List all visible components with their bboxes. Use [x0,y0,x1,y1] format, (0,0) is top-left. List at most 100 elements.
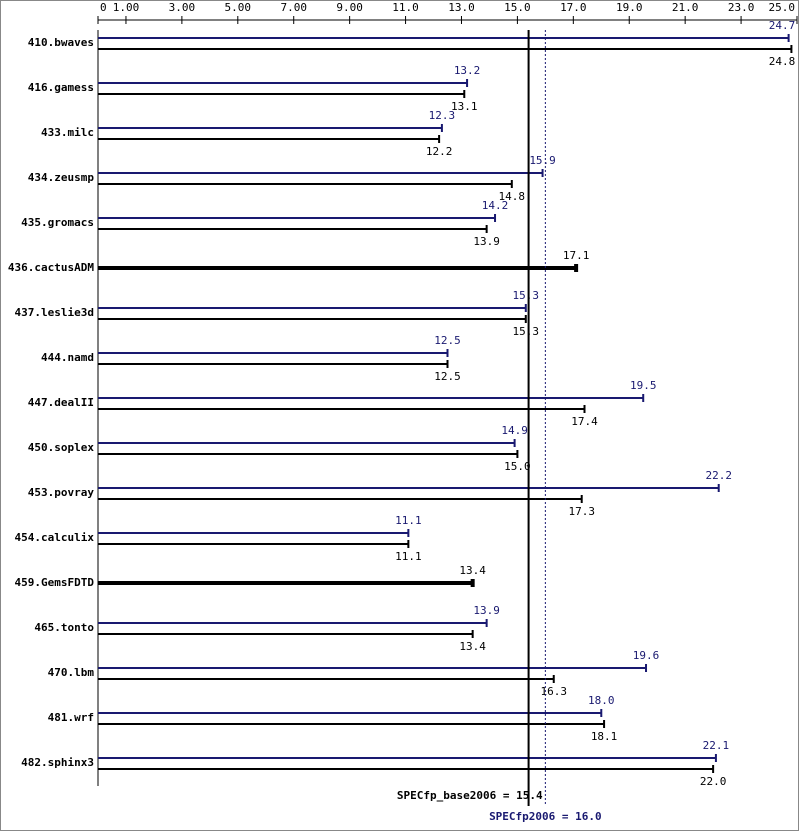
bar [98,360,449,368]
value-label: 14.2 [482,199,509,212]
x-tick-label: 9.00 [336,1,363,14]
bar [98,765,715,773]
bar [98,405,586,413]
bar [98,664,648,672]
value-label: 15.9 [529,154,556,167]
value-label: 13.4 [459,564,486,577]
bar [98,579,475,587]
x-tick-label: 1.00 [113,1,140,14]
value-label: 19.5 [630,379,657,392]
category-label: 434.zeusmp [28,171,95,184]
value-label: 22.0 [700,775,727,788]
category-label: 454.calculix [15,531,95,544]
category-label: 450.soplex [28,441,95,454]
category-label: 436.cactusADM [8,261,94,274]
value-label: 18.1 [591,730,618,743]
value-label: 24.7 [769,19,796,32]
value-label: 17.4 [571,415,598,428]
value-label: 17.3 [568,505,595,518]
bar [98,349,449,357]
value-label: 13.1 [451,100,478,113]
bar [98,675,555,683]
bar [98,180,513,188]
bar [98,540,410,548]
value-label: 14.9 [501,424,528,437]
value-label: 13.2 [454,64,481,77]
bar [98,225,488,233]
bar [98,124,443,132]
value-label: 12.5 [434,334,461,347]
bar [98,529,410,537]
value-label: 11.1 [395,514,422,527]
bar [98,214,497,222]
category-label: 437.leslie3d [15,306,94,319]
value-label: 15.3 [513,289,540,302]
value-label: 22.1 [703,739,730,752]
category-label: 410.bwaves [28,36,94,49]
category-label: 416.gamess [28,81,94,94]
x-tick-label: 7.00 [280,1,307,14]
x-tick-label: 5.00 [225,1,252,14]
x-tick-label: 17.0 [560,1,587,14]
value-label: 17.1 [563,249,590,262]
bar [98,754,717,762]
category-label: 465.tonto [34,621,94,634]
x-tick-label: 15.0 [504,1,531,14]
value-label: 13.9 [473,604,500,617]
category-label: 459.GemsFDTD [15,576,95,589]
value-label: 12.3 [429,109,456,122]
category-label: 447.dealII [28,396,94,409]
bar [98,34,790,42]
category-label: 482.sphinx3 [21,756,94,769]
reference-label: SPECfp_base2006 = 15.4 [397,789,543,802]
value-label: 14.8 [499,190,526,203]
value-label: 12.2 [426,145,453,158]
category-label: 453.povray [28,486,95,499]
bar [98,630,474,638]
value-label: 16.3 [540,685,567,698]
reference-label: SPECfp2006 = 16.0 [489,810,602,823]
x-tick-label: 25.0 [769,1,796,14]
x-tick-label: 21.0 [672,1,699,14]
x-tick-label: 11.0 [392,1,419,14]
bar [98,720,606,728]
value-label: 13.9 [473,235,500,248]
bar [98,90,466,98]
bar [98,79,469,87]
value-label: 15.3 [513,325,540,338]
value-label: 15.0 [504,460,531,473]
bar [98,450,519,458]
bar [98,484,720,492]
x-tick-label: 23.0 [728,1,755,14]
value-label: 18.0 [588,694,615,707]
value-label: 24.8 [769,55,796,68]
bar [98,394,645,402]
bar [98,45,793,53]
bar [98,135,441,143]
value-label: 11.1 [395,550,422,563]
x-tick-label: 0 [100,1,107,14]
category-label: 435.gromacs [21,216,94,229]
bar [98,169,544,177]
bar [98,315,527,323]
value-label: 12.5 [434,370,461,383]
category-label: 444.namd [41,351,94,364]
bar [98,709,603,717]
category-label: 481.wrf [48,711,94,724]
bar [98,304,527,312]
value-label: 19.6 [633,649,660,662]
x-tick-label: 13.0 [448,1,475,14]
x-tick-label: 19.0 [616,1,643,14]
category-label: 470.lbm [48,666,95,679]
value-label: 22.2 [705,469,732,482]
category-label: 433.milc [41,126,94,139]
bar [98,439,516,447]
bar [98,495,583,503]
bar [98,264,579,272]
x-tick-label: 3.00 [169,1,196,14]
value-label: 13.4 [459,640,486,653]
bar [98,619,488,627]
